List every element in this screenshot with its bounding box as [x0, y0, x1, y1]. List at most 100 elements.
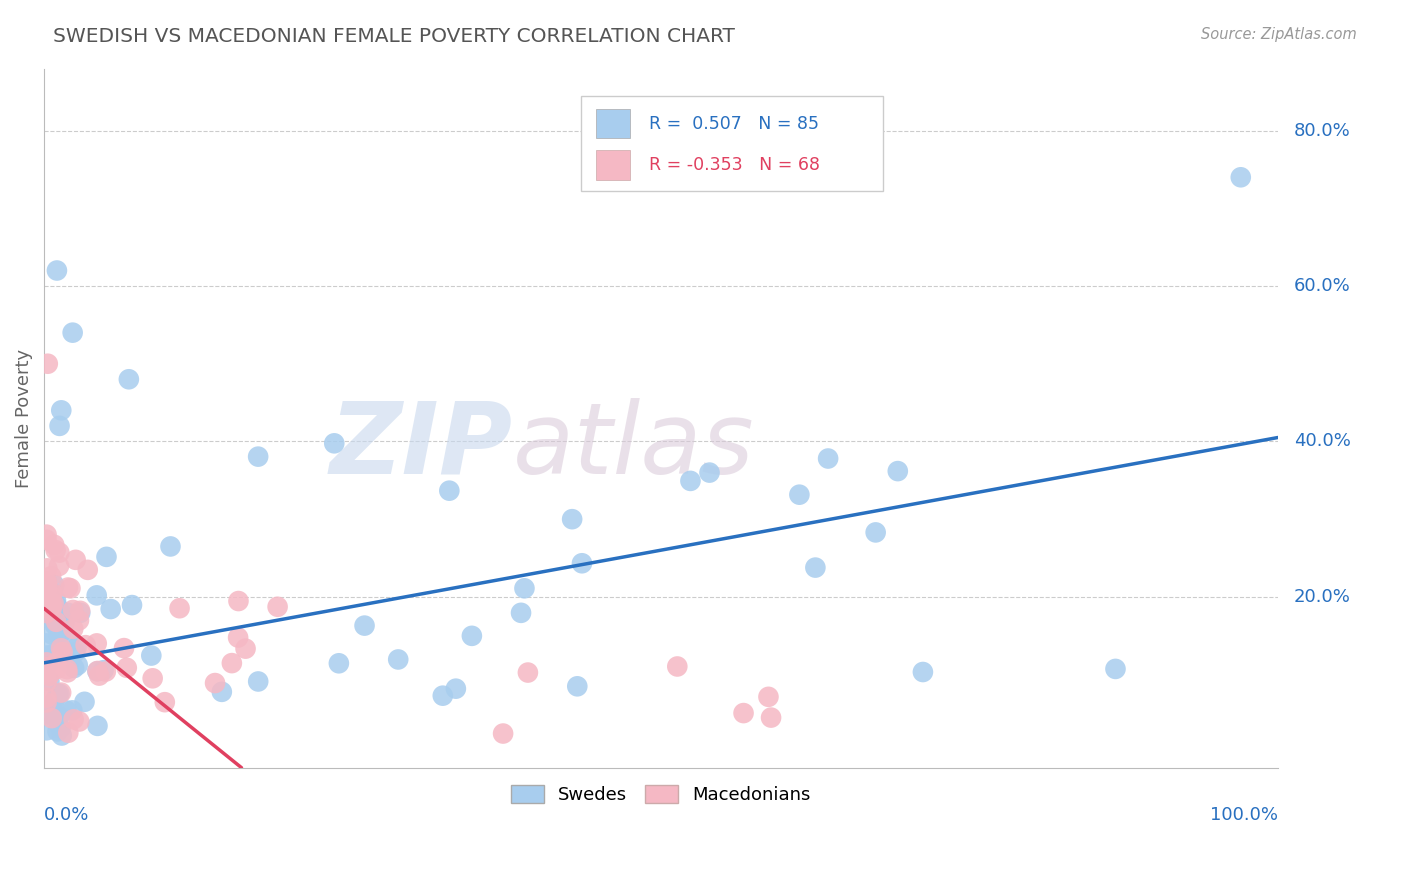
- Point: [51, 729, 73, 743]
- Point: [86, 588, 108, 602]
- Text: 100.0%: 100.0%: [1209, 806, 1278, 824]
- Point: [42, 597, 65, 611]
- Point: [142, 671, 165, 685]
- Point: [45, 543, 67, 558]
- Point: [45, 662, 67, 676]
- Point: [58, 635, 80, 649]
- Text: Source: ZipAtlas.com: Source: ZipAtlas.com: [1201, 27, 1357, 42]
- Point: [38, 698, 60, 713]
- Point: [235, 641, 257, 656]
- Point: [571, 556, 593, 570]
- Legend: Swedes, Macedonians: Swedes, Macedonians: [503, 777, 818, 811]
- Text: R = -0.353   N = 68: R = -0.353 N = 68: [648, 156, 820, 174]
- Point: [159, 540, 181, 554]
- Point: [561, 512, 583, 526]
- Point: [56, 665, 79, 680]
- Point: [73, 695, 96, 709]
- FancyBboxPatch shape: [596, 109, 630, 138]
- Point: [112, 641, 135, 656]
- Point: [211, 685, 233, 699]
- Point: [53, 616, 76, 631]
- Point: [65, 553, 87, 567]
- Point: [39, 593, 62, 607]
- Point: [492, 726, 515, 740]
- Point: [59, 582, 82, 596]
- Point: [63, 661, 86, 675]
- Point: [45, 656, 67, 670]
- Point: [35, 660, 58, 674]
- Point: [48, 627, 70, 641]
- Point: [758, 690, 780, 704]
- Point: [44, 578, 66, 592]
- Point: [228, 594, 250, 608]
- Point: [48, 418, 70, 433]
- Point: [86, 719, 108, 733]
- Point: [62, 326, 84, 340]
- Point: [226, 631, 249, 645]
- Point: [35, 656, 58, 670]
- Point: [38, 669, 60, 683]
- Text: 40.0%: 40.0%: [1294, 433, 1351, 450]
- Point: [121, 598, 143, 612]
- Point: [49, 721, 72, 735]
- Point: [86, 664, 108, 678]
- FancyBboxPatch shape: [596, 151, 630, 179]
- Point: [52, 608, 75, 623]
- Point: [63, 646, 86, 660]
- Point: [45, 604, 67, 618]
- Point: [911, 665, 934, 679]
- Point: [516, 665, 538, 680]
- Y-axis label: Female Poverty: Female Poverty: [15, 349, 32, 488]
- Point: [44, 538, 66, 552]
- Point: [48, 546, 70, 560]
- Point: [41, 627, 63, 641]
- Point: [328, 657, 350, 671]
- Point: [35, 648, 58, 663]
- Point: [41, 586, 63, 600]
- Point: [44, 694, 66, 708]
- Point: [93, 663, 115, 677]
- Point: [115, 661, 138, 675]
- Point: [62, 712, 84, 726]
- Text: ZIP: ZIP: [330, 398, 513, 494]
- Point: [204, 676, 226, 690]
- Point: [67, 613, 90, 627]
- Point: [35, 576, 58, 591]
- Point: [94, 665, 117, 679]
- Point: [353, 618, 375, 632]
- Point: [35, 527, 58, 541]
- Point: [58, 725, 80, 739]
- Point: [733, 706, 755, 720]
- Point: [46, 601, 69, 615]
- Point: [96, 549, 118, 564]
- Point: [100, 602, 122, 616]
- Point: [141, 648, 163, 663]
- Point: [45, 263, 67, 277]
- Point: [42, 647, 65, 661]
- Point: [49, 641, 72, 656]
- Point: [35, 723, 58, 738]
- Point: [35, 533, 58, 547]
- Point: [699, 466, 721, 480]
- Point: [323, 436, 346, 450]
- Point: [45, 599, 67, 613]
- Point: [153, 695, 176, 709]
- Point: [679, 474, 702, 488]
- Text: R =  0.507   N = 85: R = 0.507 N = 85: [648, 115, 818, 133]
- Point: [86, 665, 108, 679]
- Point: [39, 597, 62, 611]
- Point: [76, 563, 98, 577]
- Point: [461, 629, 484, 643]
- Point: [56, 662, 79, 676]
- Point: [46, 724, 69, 739]
- Point: [1229, 170, 1251, 185]
- Point: [510, 606, 533, 620]
- Point: [55, 704, 77, 718]
- Point: [37, 357, 59, 371]
- Point: [69, 604, 91, 618]
- Point: [65, 640, 87, 655]
- Point: [41, 711, 63, 725]
- Point: [39, 597, 62, 611]
- Point: [45, 618, 67, 632]
- Point: [35, 665, 58, 680]
